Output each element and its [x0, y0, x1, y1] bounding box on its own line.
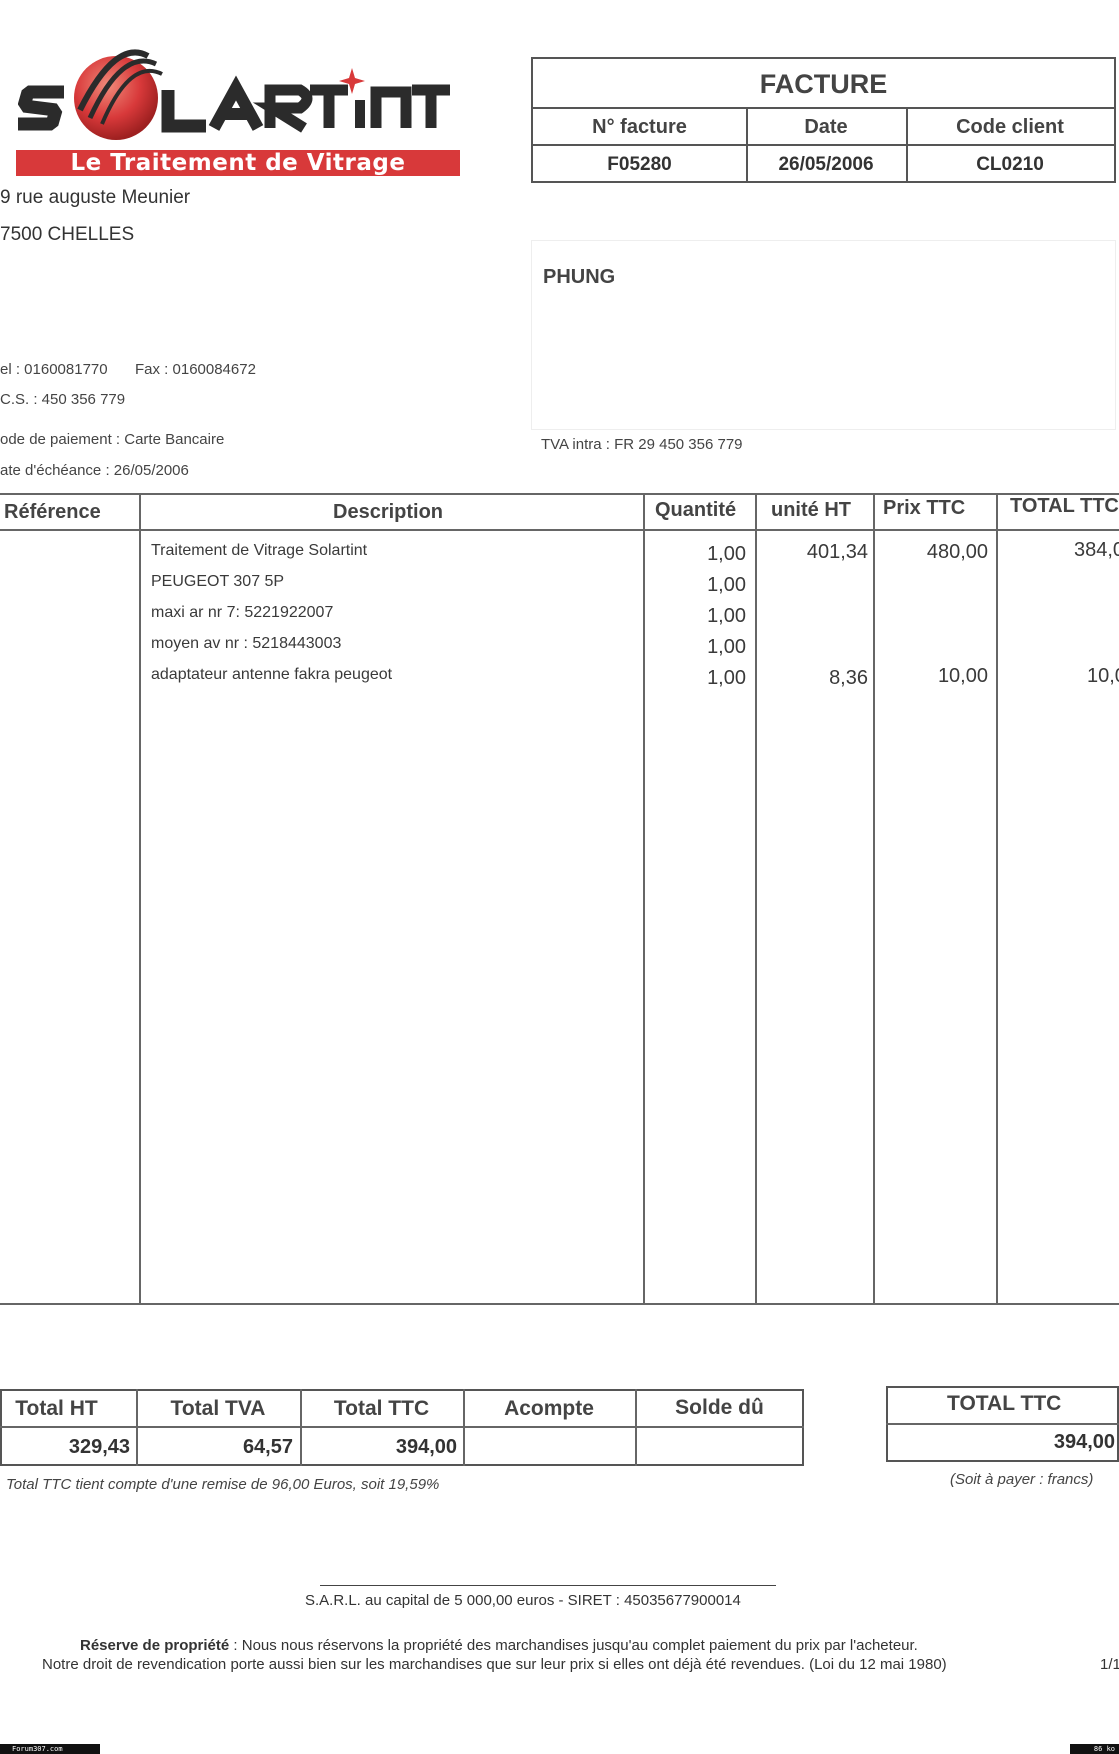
reserve-text: : Nous nous réservons la propriété des m… [229, 1637, 918, 1654]
client-name: PHUNG [543, 266, 616, 288]
client-address-box [531, 240, 1116, 430]
invoice-date: 26/05/2006 [778, 154, 874, 175]
item-description: adaptateur antenne fakra peugeot [151, 666, 393, 683]
column-header-description: Description [333, 501, 444, 523]
invoice-header-box: FACTURE N° facture Date Code client F052… [531, 57, 1116, 183]
column-header-total-ttc: TOTAL TTC [1010, 495, 1119, 517]
reserve-label: Réserve de propriété [80, 1637, 230, 1654]
item-total-ttc: 10,00 [1087, 665, 1119, 687]
item-description: Traitement de Vitrage Solartint [151, 542, 368, 559]
grand-total-divider [886, 1423, 1119, 1425]
table-header-border [0, 529, 1119, 531]
column-divider [139, 493, 141, 1305]
grand-total-label: TOTAL TTC [947, 1392, 1062, 1415]
total-tva-value: 64,57 [242, 1436, 293, 1458]
item-prix-ttc: 10,00 [937, 665, 988, 687]
item-unit-ht: 401,34 [806, 541, 868, 563]
total-ht-header: Total HT [15, 1397, 98, 1420]
total-ht-value: 329,43 [68, 1436, 130, 1458]
sender-fax: Fax : 0160084672 [135, 361, 256, 378]
item-quantity: 1,00 [707, 543, 746, 565]
acompte-header: Acompte [504, 1397, 594, 1420]
column-header-prix-ttc: Prix TTC [883, 497, 966, 519]
due-date: ate d'échéance : 26/05/2006 [0, 462, 189, 479]
sender-address-line1: 9 rue auguste Meunier [0, 187, 191, 208]
total-ttc-value: 394,00 [395, 1436, 457, 1458]
logo-tagline: Le Traitement de Vitrage [70, 150, 406, 176]
total-ttc-header: Total TTC [333, 1397, 430, 1420]
column-divider [755, 493, 757, 1305]
item-prix-ttc: 480,00 [926, 541, 988, 563]
item-quantity: 1,00 [707, 667, 746, 689]
payment-mode: ode de paiement : Carte Bancaire [0, 431, 225, 448]
column-divider [136, 1389, 138, 1466]
divider [906, 109, 908, 183]
item-quantity: 1,00 [707, 636, 746, 658]
item-quantity: 1,00 [707, 605, 746, 627]
column-header-unit-ht: unité HT [771, 499, 851, 521]
logo-tagline-banner: Le Traitement de Vitrage [16, 150, 460, 176]
item-description: moyen av nr : 5218443003 [151, 635, 342, 652]
client-code-header: Code client [906, 109, 1114, 146]
item-description: maxi ar nr 7: 5221922007 [151, 604, 334, 621]
table-bottom-border [0, 1303, 1119, 1305]
grand-total-value: 394,00 [1053, 1431, 1115, 1453]
sender-tel: el : 0160081770 [0, 361, 108, 378]
column-divider [463, 1389, 465, 1466]
reserve-line1: Réserve de propriété : Nous nous réservo… [80, 1637, 918, 1654]
invoice-number-header: N° facture [533, 109, 746, 146]
item-total-ttc: 384,00 [1074, 539, 1119, 561]
column-header-reference: Référence [4, 501, 101, 523]
divider [746, 109, 748, 183]
sender-address-line2: 7500 CHELLES [0, 224, 135, 245]
company-legal: S.A.R.L. au capital de 5 000,00 euros - … [305, 1592, 741, 1609]
invoice-number: F05280 [607, 154, 672, 175]
sender-rcs: C.S. : 450 356 779 [0, 391, 126, 408]
column-header-quantity: Quantité [655, 499, 737, 521]
solde-du-header: Solde dû [675, 1396, 764, 1419]
table-top-border [0, 493, 1119, 495]
grand-total-note: (Soit à payer : francs) [950, 1471, 1094, 1488]
column-divider [873, 493, 875, 1305]
reserve-line2: Notre droit de revendication porte aussi… [42, 1656, 947, 1673]
client-code: CL0210 [976, 154, 1044, 175]
invoice-date-header: Date [746, 109, 906, 146]
item-description: PEUGEOT 307 5P [151, 573, 285, 590]
discount-note: Total TTC tient compte d'une remise de 9… [6, 1476, 440, 1493]
tva-intra: TVA intra : FR 29 450 356 779 [541, 436, 743, 453]
watermark-left: Forum307.com [0, 1744, 100, 1754]
column-divider [635, 1389, 637, 1466]
invoice-title: FACTURE [533, 59, 1114, 109]
item-unit-ht: 8,36 [829, 667, 868, 689]
page-number: 1/1 [1100, 1656, 1119, 1673]
footer-divider [320, 1585, 776, 1586]
item-quantity: 1,00 [707, 574, 746, 596]
totals-divider [0, 1426, 804, 1428]
column-divider [996, 493, 998, 1305]
logo-graphic [18, 49, 450, 140]
watermark-right: 86 ko [1070, 1744, 1119, 1754]
total-tva-header: Total TVA [170, 1397, 266, 1420]
column-divider [643, 493, 645, 1305]
column-divider [300, 1389, 302, 1466]
